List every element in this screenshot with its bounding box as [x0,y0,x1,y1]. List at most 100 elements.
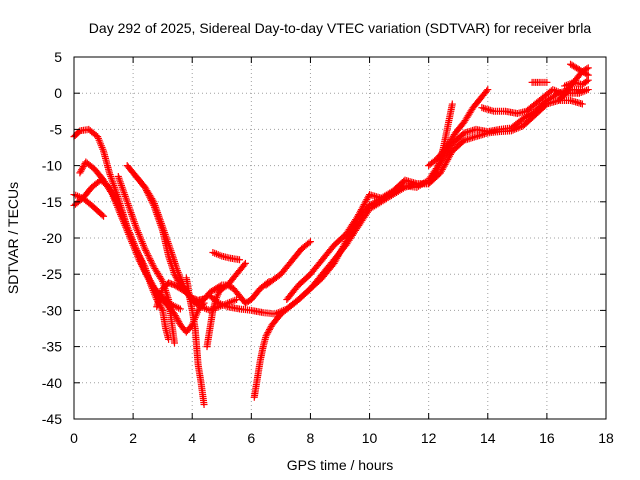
data-point [306,238,314,246]
satellite-track-10 [203,259,249,351]
x-tick-label: 14 [480,430,496,446]
data-point [109,190,117,198]
data-point [583,77,591,85]
data-point [158,276,166,284]
data-point [105,183,113,191]
data-point [141,183,149,191]
satellite-track-9 [182,274,208,409]
data-point [141,245,149,253]
y-tick-label: -10 [42,158,62,174]
satellite-track-15 [283,100,456,304]
data-point [134,248,142,256]
data-point [114,200,122,208]
x-tick-label: 10 [362,430,378,446]
data-point [448,100,456,108]
data-point [483,87,491,95]
data-point [265,327,273,335]
y-tick-labels: 5 0 -5 -10 -15 -20 -25 -30 -35 -40 -45 [42,49,62,427]
data-point [263,330,271,338]
data-point [516,123,524,131]
data-point [137,255,145,263]
data-point [176,305,184,313]
data-point [200,401,208,409]
data-point [459,137,467,145]
data-point [109,192,117,200]
data-point [108,188,116,196]
satellite-track-14 [262,238,314,289]
y-tick-label: -5 [50,121,63,137]
satellite-track-20 [567,60,592,75]
grid [74,57,606,419]
data-point [78,166,86,174]
y-tick-label: 5 [54,49,62,65]
data-point [233,296,241,304]
data-point [583,65,591,73]
data-point [170,310,178,318]
data-point [100,212,108,220]
y-tick-label: -40 [42,375,62,391]
data-point [110,193,118,201]
satellite-track-11 [209,248,244,264]
data-point [170,270,178,278]
data-point [146,193,154,201]
data-point [145,192,153,200]
y-tick-label: -30 [42,302,62,318]
data-point [147,258,155,266]
data-point [240,261,248,269]
y-tick-label: -15 [42,194,62,210]
x-tick-label: 16 [539,430,555,446]
data-point [147,196,155,204]
data-point [265,326,273,334]
data-point [172,273,180,281]
satellite-track-13 [250,86,586,401]
data-point [149,200,157,208]
data-point [77,167,85,175]
data-point [148,198,156,206]
data-point [138,256,146,264]
data-point [459,130,467,138]
y-tick-label: -20 [42,230,62,246]
y-tick-label: -45 [42,411,62,427]
data-point [139,260,147,268]
y-tick-label: 0 [54,85,62,101]
y-axis-label: SDTVAR / TECUs [5,182,21,294]
x-tick-label: 8 [307,430,315,446]
x-axis-label: GPS time / hours [287,457,394,473]
chart-title: Day 292 of 2025, Sidereal Day-to-day VTE… [89,20,592,36]
data-point [132,245,140,253]
data-point [305,239,313,247]
data-point [111,195,119,203]
satellite-track-21 [561,76,592,90]
data-point [147,256,155,264]
x-tick-label: 0 [70,430,78,446]
data-point [142,185,150,193]
data-point [543,78,551,86]
data-point [200,295,208,303]
data-point [98,211,106,219]
data-point [584,76,592,84]
x-tick-label: 2 [129,430,137,446]
data-point [175,318,183,326]
data-point [143,188,151,196]
data-point [139,258,147,266]
data-point [514,124,522,132]
data-point [584,86,592,94]
data-point [158,305,166,313]
data-point [113,198,121,206]
satellite-track-16 [425,86,492,170]
data-point [78,164,86,172]
data-point [134,250,142,258]
data-point [262,332,270,340]
axis-ticks [73,56,607,420]
x-tick-labels: 0 2 4 6 8 10 12 14 16 18 [70,430,614,446]
data-point [241,259,249,267]
data-point [148,260,156,268]
data-point [484,86,492,94]
data-point [170,339,178,347]
data-point [271,310,279,318]
data-point [140,261,148,269]
data-point [76,169,84,177]
x-tick-label: 6 [247,430,255,446]
data-layer [70,60,592,409]
